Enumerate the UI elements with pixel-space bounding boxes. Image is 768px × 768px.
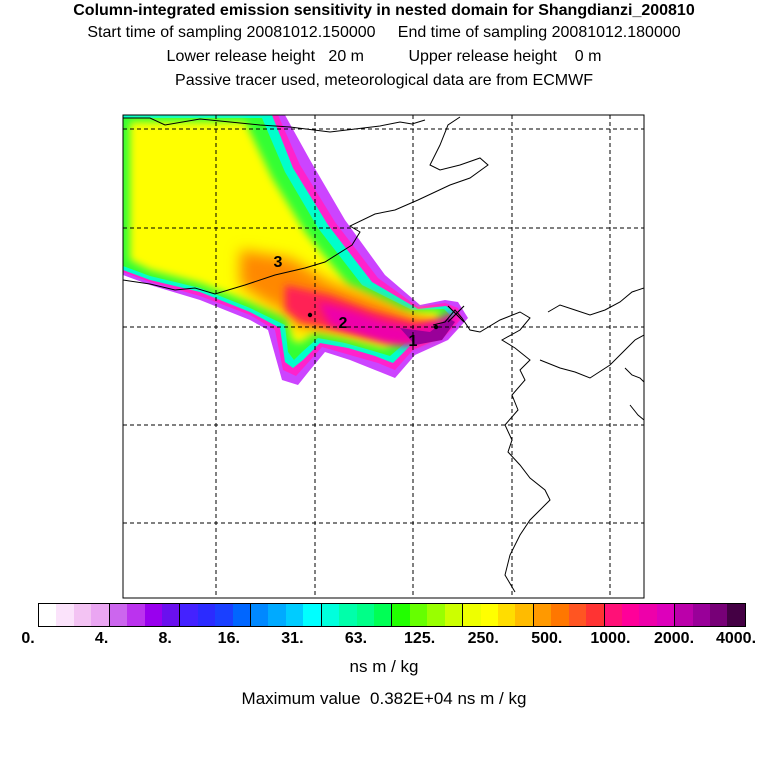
- color-swatch: [285, 604, 304, 626]
- color-swatch: [692, 604, 711, 626]
- color-swatch: [727, 604, 745, 626]
- color-swatch: [533, 604, 552, 626]
- color-swatch: [480, 604, 498, 626]
- cluster-1-marker: [433, 324, 439, 330]
- x-marker-icon: [447, 305, 465, 323]
- color-swatch: [321, 604, 340, 626]
- emission-sensitivity-map: 1 2 3: [122, 114, 645, 599]
- color-swatch: [73, 604, 92, 626]
- color-swatch: [604, 604, 622, 626]
- color-swatch: [497, 604, 516, 626]
- cluster-label-3: 3: [274, 254, 283, 271]
- color-swatch: [339, 604, 357, 626]
- color-swatch: [232, 604, 252, 626]
- cluster-2-marker: [307, 312, 313, 318]
- color-scale-tick-label: 500.: [531, 630, 563, 647]
- color-scale-tick-label: 16.: [217, 630, 240, 647]
- color-swatch: [109, 604, 128, 626]
- map-frame: [122, 114, 645, 599]
- plume-purple-core: [400, 318, 455, 345]
- cluster-label-1: 1: [409, 333, 418, 350]
- color-swatch: [621, 604, 640, 626]
- color-swatch: [639, 604, 657, 626]
- color-swatch: [427, 604, 445, 626]
- color-swatch: [39, 604, 57, 626]
- color-swatch: [251, 604, 269, 626]
- color-swatch: [127, 604, 145, 626]
- color-swatch: [215, 604, 233, 626]
- tracer-info-line: Passive tracer used, meteorological data…: [175, 72, 593, 89]
- color-scale-tick-label: 0.: [21, 630, 35, 647]
- coastlines: [123, 116, 644, 593]
- plume: [123, 115, 468, 385]
- color-swatch: [374, 604, 393, 626]
- color-scale-bar: [38, 603, 746, 627]
- color-swatch: [515, 604, 534, 626]
- color-swatch: [551, 604, 569, 626]
- color-swatch: [409, 604, 428, 626]
- color-scale-tick-label: 125.: [404, 630, 436, 647]
- color-scale-tick-label: 4.: [94, 630, 109, 647]
- color-scale-tick-label: 4000.: [715, 630, 757, 647]
- color-swatch: [586, 604, 605, 626]
- color-swatch: [392, 604, 410, 626]
- color-scale-tick-label: 31.: [281, 630, 304, 647]
- color-scale-tick-label: 250.: [467, 630, 499, 647]
- plume-yellow-band: [130, 122, 440, 348]
- color-swatch: [91, 604, 110, 626]
- units-label: ns m / kg: [349, 657, 419, 676]
- release-height-line: Lower release height 20 m Upper release …: [166, 48, 602, 65]
- color-swatch: [463, 604, 481, 626]
- color-scale-tick-label: 8.: [158, 630, 172, 647]
- lat-lon-grid: [123, 115, 644, 598]
- color-swatch: [356, 604, 375, 626]
- sampling-time-line: Start time of sampling 20081012.150000 E…: [87, 24, 681, 41]
- color-swatch: [303, 604, 322, 626]
- color-swatch: [268, 604, 286, 626]
- color-scale-tick-label: 63.: [344, 630, 368, 647]
- maximum-value-label: Maximum value 0.382E+04 ns m / kg: [241, 689, 527, 708]
- color-swatch: [56, 604, 74, 626]
- color-swatch: [144, 604, 162, 626]
- color-swatch: [568, 604, 587, 626]
- color-scale-tick-label: 1000.: [590, 630, 631, 647]
- color-swatch: [161, 604, 181, 626]
- color-swatch: [656, 604, 676, 626]
- figure-title: Column-integrated emission sensitivity i…: [73, 2, 695, 19]
- color-swatch: [180, 604, 198, 626]
- color-swatch: [710, 604, 728, 626]
- color-swatch: [197, 604, 216, 626]
- color-swatch: [675, 604, 693, 626]
- color-scale-tick-label: 2000.: [653, 630, 695, 647]
- cluster-label-2: 2: [339, 315, 348, 332]
- color-swatch: [444, 604, 464, 626]
